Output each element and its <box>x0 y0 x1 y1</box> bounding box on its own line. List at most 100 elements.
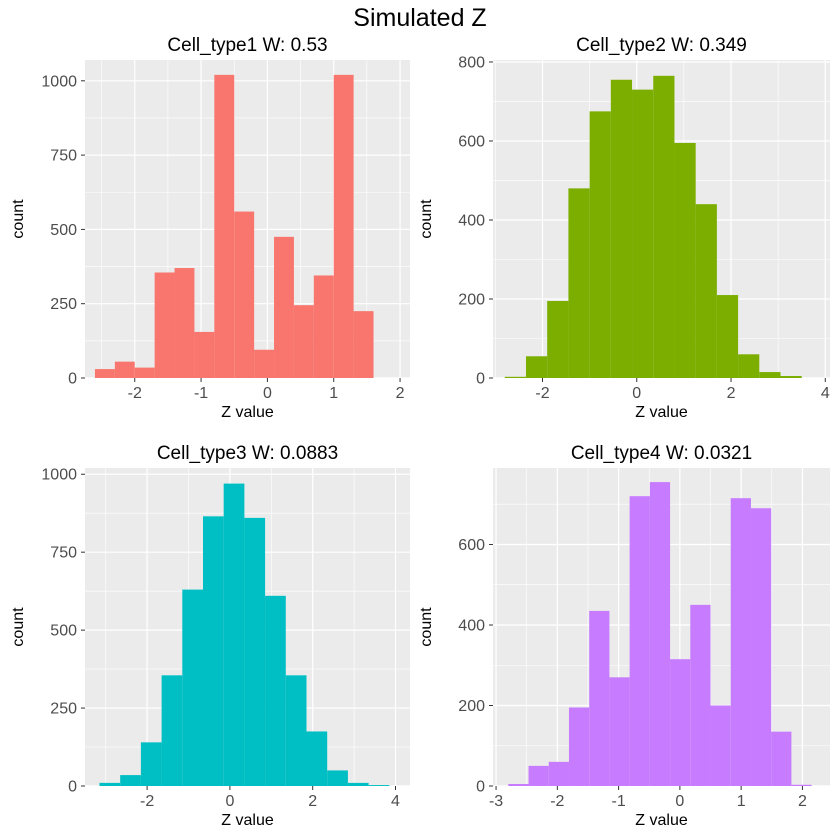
x-tick-label: 2 <box>396 385 405 402</box>
histogram-bar <box>161 675 183 786</box>
histogram-bar <box>690 604 711 786</box>
panel-title: Cell_type4 W: 0.0321 <box>571 443 752 464</box>
histogram-bar <box>140 742 162 786</box>
x-tick-label: -1 <box>611 793 625 810</box>
y-axis-title: count <box>10 199 27 239</box>
histogram-bar <box>629 496 650 786</box>
x-tick-label: 0 <box>263 385 272 402</box>
y-tick-label: 400 <box>458 617 485 634</box>
panel-4: -3 -2 -1 0 1 2 0 200 400 600 Cell_type4 W: 0.0321 Z… <box>418 443 830 829</box>
x-tick-label: -1 <box>194 385 208 402</box>
histogram-bar <box>265 595 286 786</box>
y-tick-label: 1000 <box>41 73 77 90</box>
x-axis-title: Z value <box>635 404 688 421</box>
x-axis-title: Z value <box>221 404 274 421</box>
histogram-bar <box>214 74 235 379</box>
x-tick-label: -2 <box>550 793 564 810</box>
figure-title: Simulated Z <box>353 4 487 32</box>
histogram-bar <box>194 331 215 378</box>
histogram-bar <box>547 300 569 378</box>
histogram-bar <box>610 79 633 378</box>
histogram-bar <box>353 311 374 378</box>
panel-title: Cell_type2 W: 0.349 <box>576 35 747 56</box>
x-tick-label: -2 <box>140 793 154 810</box>
histogram-bar <box>674 142 696 378</box>
histogram-bar <box>508 783 529 786</box>
histogram-bar <box>568 188 590 378</box>
histogram-bar <box>780 376 802 378</box>
histogram-bar <box>234 211 255 378</box>
histogram-bar <box>99 782 121 786</box>
histogram-bar <box>653 75 675 378</box>
histogram-bar <box>327 770 348 786</box>
x-tick-label: 1 <box>737 793 746 810</box>
histogram-bar <box>589 610 610 786</box>
histogram-bar <box>589 111 611 378</box>
y-axis-title: count <box>10 607 27 647</box>
histogram-bar <box>791 784 812 786</box>
histogram-bar <box>695 204 717 378</box>
x-axis-title: Z value <box>221 812 274 829</box>
histogram-bar <box>254 349 275 378</box>
x-tick-label: 2 <box>727 385 736 402</box>
y-tick-label: 500 <box>50 623 77 640</box>
y-tick-label: 1000 <box>41 467 77 484</box>
y-tick-label: 250 <box>50 296 77 313</box>
panel-2: -2 0 2 4 0 200 400 600 800 Cell_type2 W: 0.349 Z v… <box>418 35 830 421</box>
histogram-bar <box>223 483 245 786</box>
histogram-bar <box>293 305 314 378</box>
y-tick-label: 0 <box>68 371 77 388</box>
y-tick-label: 250 <box>50 701 77 718</box>
histogram-bar <box>525 356 548 378</box>
histogram-bar <box>368 785 390 786</box>
histogram-bar <box>244 517 266 786</box>
histogram-bar <box>568 707 590 786</box>
histogram-bar <box>609 677 630 786</box>
histogram-bar <box>154 272 175 378</box>
histogram-bar <box>710 705 731 786</box>
histogram-bar <box>716 295 739 378</box>
histogram-bar <box>347 782 369 786</box>
x-tick-label: 0 <box>225 793 234 810</box>
y-tick-label: 200 <box>458 291 485 308</box>
histogram-bar <box>528 765 549 786</box>
y-tick-label: 800 <box>458 54 485 71</box>
x-axis-title: Z value <box>635 812 688 829</box>
histogram-bar <box>274 236 294 378</box>
panel-title: Cell_type1 W: 0.53 <box>167 35 327 56</box>
histogram-bar <box>120 775 141 786</box>
x-tick-label: 0 <box>632 385 641 402</box>
histogram-bar <box>182 589 203 786</box>
panel-1: -2 -1 0 1 2 0 250 500 750 1000 Cell_type1 W: 0.53 Z… <box>10 35 410 421</box>
x-tick-label: 2 <box>798 793 807 810</box>
x-tick-label: -3 <box>489 793 503 810</box>
y-axis-title: count <box>418 607 435 647</box>
histogram-bar <box>548 761 569 786</box>
panel-title: Cell_type3 W: 0.0883 <box>157 443 338 464</box>
panel-3: -2 0 2 4 0 250 500 750 1000 Cell_type3 W: 0.0883 Z… <box>10 443 410 829</box>
histogram-bar <box>202 516 224 786</box>
histogram-bar <box>730 498 751 786</box>
histogram-bar <box>174 268 195 378</box>
y-tick-label: 500 <box>50 222 77 239</box>
histogram-bar <box>738 354 760 378</box>
y-tick-label: 750 <box>50 545 77 562</box>
histogram-bar <box>632 89 654 379</box>
histogram-bar <box>759 372 781 378</box>
histogram-bar <box>750 508 772 786</box>
histogram-bar <box>504 376 526 378</box>
x-tick-label: -2 <box>128 385 142 402</box>
histogram-bar <box>114 361 135 378</box>
y-tick-label: 0 <box>476 371 485 388</box>
histogram-bar <box>670 659 691 786</box>
x-tick-label: 0 <box>675 793 684 810</box>
x-tick-label: 4 <box>391 793 400 810</box>
histogram-bar <box>285 675 307 786</box>
y-tick-label: 0 <box>68 779 77 796</box>
y-tick-label: 0 <box>476 779 485 796</box>
y-tick-label: 750 <box>50 148 77 165</box>
y-tick-label: 600 <box>458 133 485 150</box>
x-tick-label: 1 <box>329 385 338 402</box>
